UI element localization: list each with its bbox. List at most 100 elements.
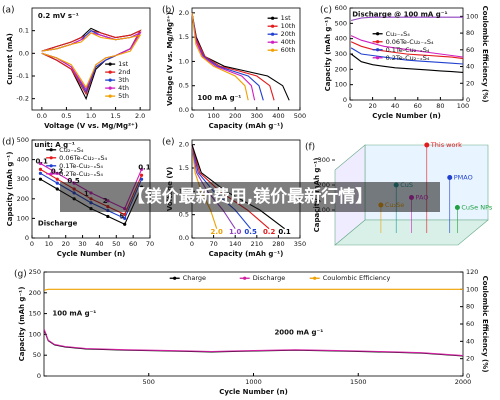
legend-label: 10th: [281, 22, 296, 30]
marker: [106, 214, 110, 219]
legend-dot: [108, 78, 112, 82]
point: [424, 142, 430, 148]
x-axis-label: Cycle Number (n): [57, 250, 126, 258]
point-label: This work: [430, 141, 462, 149]
x-tick-label: 40: [95, 240, 103, 248]
panel-label: (b): [162, 6, 175, 16]
y-tick-label: 100: [29, 330, 41, 338]
legend-label: Coulombic Efficiency: [323, 274, 391, 282]
y-tick-label: 200: [335, 65, 347, 73]
legend-label: 0.1Te-Cu₂₋ₓS₄: [59, 162, 103, 170]
x-tick-label: 500: [143, 378, 155, 386]
y2-tick-label: 80: [466, 303, 474, 311]
x-tick-label: 0.0: [37, 112, 47, 120]
marker: [55, 187, 59, 191]
panel-label: (c): [320, 6, 332, 16]
panel-label: (a): [2, 6, 15, 16]
y-tick-label: 1.0: [179, 57, 189, 65]
legend-label: 3th: [118, 76, 129, 84]
y-tick-label: 400: [335, 35, 347, 43]
annotation: Discharge @ 100 mA g⁻¹: [352, 10, 447, 18]
y-axis-label: Current (mA): [6, 33, 14, 85]
legend-dot: [49, 164, 53, 168]
legend-dot: [271, 40, 275, 44]
legend-dot: [108, 62, 112, 66]
y-tick-label: 150: [29, 310, 41, 318]
y-tick-label: 300: [335, 50, 347, 58]
x-tick-label: 2.0: [135, 112, 145, 120]
series-line: [350, 35, 464, 58]
series-label: 0.1: [278, 228, 291, 236]
legend-label: 0.06Te-Cu₂₋ₓS₄: [59, 154, 107, 162]
legend-dot: [376, 56, 380, 60]
legend-label: 0.06Te-Cu₂₋ₓS₄: [386, 38, 434, 46]
y2-tick-label: 60: [466, 46, 474, 54]
y-tick-label: 500: [335, 19, 347, 27]
y-tick-label: 1.5: [179, 33, 189, 41]
legend-label: 0.2Te-Cu₂₋ₓS₄: [386, 54, 430, 62]
x-axis-label: Voltage (V vs. Mg/Mg²⁺): [44, 122, 138, 130]
legend-dot: [49, 156, 53, 160]
x-tick-label: 70: [146, 240, 154, 248]
y-tick-label: 0.0: [179, 106, 189, 114]
y-tick-label: 50: [33, 351, 41, 359]
marker: [38, 167, 43, 171]
y-tick-label: -0.1: [16, 72, 29, 80]
legend-dot: [271, 16, 275, 20]
y2-tick-label: 40: [466, 63, 474, 71]
x-tick-label: 40: [391, 102, 399, 110]
y-tick-label: 200: [29, 289, 41, 297]
panel-label: (d): [2, 138, 15, 148]
plot-frame: [43, 271, 464, 377]
y2-tick-label: 40: [466, 337, 474, 345]
y2-axis-label: Coulombic Efficiency (%): [481, 6, 489, 103]
marker: [38, 161, 43, 166]
y2-tick-label: 20: [466, 79, 474, 87]
y-tick-label: 0.0: [19, 49, 29, 57]
legend-dot: [108, 86, 112, 90]
legend-label: Cu₂₋ₓS₄: [386, 30, 411, 38]
x-axis-label: Capacity (mAh g⁻¹): [209, 250, 284, 258]
legend-label: 0.1Te-Cu₂₋ₓS₄: [386, 46, 430, 54]
x-tick-label: 140: [229, 240, 241, 248]
legend-dot: [376, 40, 380, 44]
annotation: Discharge: [38, 219, 78, 227]
annotation: 0.1: [138, 163, 151, 171]
y-tick-label: 0: [25, 234, 29, 242]
y-tick-label: 100: [17, 214, 29, 222]
legend-label: 5th: [118, 92, 129, 100]
x-tick-label: 500: [294, 112, 306, 120]
panel-label: (e): [162, 138, 175, 148]
x-tick-label: 10: [45, 240, 53, 248]
y-tick-label: 0: [343, 96, 347, 104]
series-label: 0.2: [263, 228, 276, 236]
y2-tick-label: 60: [466, 320, 474, 328]
legend-dot: [376, 32, 380, 36]
series-line: [191, 12, 290, 101]
legend-label: Cu₂₋ₓS₄: [59, 146, 84, 154]
y-tick-label: 200: [17, 195, 29, 203]
legend-dot: [49, 172, 53, 176]
annotation: 0.2 mV s⁻¹: [38, 12, 79, 20]
x-tick-label: 70: [209, 240, 217, 248]
series-line: [44, 288, 463, 291]
series-line: [41, 29, 142, 96]
x-tick-label: 20: [368, 102, 376, 110]
x-tick-label: 1500: [350, 378, 367, 386]
annotation: 100 mA g⁻¹: [197, 94, 241, 102]
series-label: 2.0: [210, 228, 223, 236]
y-tick-label: 500: [17, 136, 29, 144]
legend-dot: [271, 32, 275, 36]
x-tick-label: 0.5: [61, 112, 71, 120]
y2-tick-label: 0: [466, 96, 470, 104]
point-label: CuSe NPs: [461, 204, 493, 212]
marker: [55, 181, 59, 185]
marker: [139, 173, 144, 177]
x-tick-label: 0: [348, 102, 352, 110]
y-tick-label: 100: [335, 81, 347, 89]
marker: [139, 177, 144, 181]
annotation: 0.2: [51, 167, 64, 175]
legend-dot: [108, 70, 112, 74]
series-line: [43, 329, 464, 357]
legend-label: 4th: [118, 84, 129, 92]
